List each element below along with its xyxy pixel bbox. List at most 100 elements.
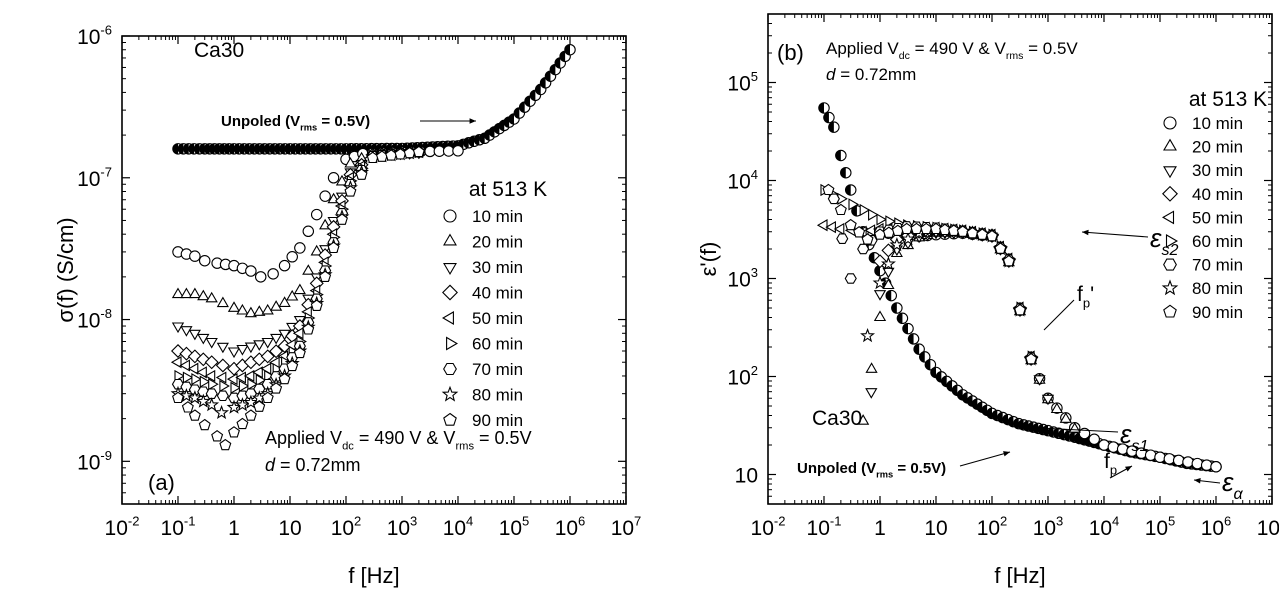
- data-point: [327, 172, 340, 184]
- data-point: [302, 323, 315, 335]
- data-point: [208, 378, 219, 391]
- arrow-head: [1082, 229, 1089, 236]
- data-point: [211, 430, 224, 442]
- y-tick-label: 10-6: [77, 23, 112, 49]
- legend-label: 80 min: [1192, 279, 1243, 298]
- data-point: [851, 205, 863, 217]
- fp-prime-label: fp': [1077, 283, 1094, 310]
- data-point: [310, 244, 323, 256]
- data-point: [889, 237, 905, 252]
- data-point: [171, 287, 185, 299]
- x-tick-label: 1: [874, 517, 886, 540]
- x-axis-label: f [Hz]: [348, 563, 399, 588]
- data-point: [286, 359, 299, 372]
- data-point: [924, 358, 937, 371]
- data-point: [1088, 433, 1100, 445]
- data-point: [319, 270, 332, 282]
- data-point: [244, 342, 257, 354]
- data-point: [335, 174, 349, 186]
- data-point: [885, 289, 897, 302]
- data-point: [872, 275, 888, 290]
- legend-marker: [443, 263, 457, 275]
- data-point: [236, 417, 249, 430]
- data-point: [171, 344, 185, 358]
- data-point: [860, 328, 876, 343]
- data-point: [243, 394, 259, 409]
- data-point: [344, 157, 357, 168]
- data-point: [885, 215, 896, 228]
- data-point: [853, 226, 866, 238]
- x-tick-label: 10: [278, 517, 301, 540]
- legend-label: 70 min: [472, 360, 523, 379]
- data-point: [228, 426, 240, 438]
- x-axis-label: f [Hz]: [994, 563, 1045, 588]
- legend-marker: [443, 412, 457, 426]
- data-point: [956, 225, 969, 237]
- applied-voltage-note: Applied Vdc = 490 V & Vrms = 0.5V: [265, 428, 532, 452]
- data-point: [564, 43, 576, 56]
- y-axis-label: ε'(f): [696, 242, 721, 277]
- data-point: [253, 305, 266, 316]
- annotations: Ca30 (a) Applied Vdc = 490 V & Vrms = 0.5V…: [148, 39, 532, 495]
- data-point: [204, 397, 220, 412]
- data-point: [976, 228, 989, 240]
- legend-label: 30 min: [472, 258, 523, 277]
- data-point: [876, 213, 888, 226]
- data-point: [844, 184, 857, 196]
- data-point: [205, 291, 218, 303]
- applied-voltage-note: Applied Vdc = 490 V & Vrms = 0.5V: [826, 39, 1078, 62]
- data-point: [171, 322, 185, 334]
- data-point: [857, 414, 870, 425]
- data-point: [243, 369, 255, 383]
- eps-s2-label: εs2: [1150, 223, 1178, 259]
- data-point: [197, 289, 210, 301]
- data-point: [181, 401, 194, 413]
- data-point: [215, 358, 230, 373]
- data-point: [882, 278, 895, 290]
- data-point: [179, 359, 190, 372]
- data-point: [187, 362, 199, 375]
- data-point: [264, 369, 275, 383]
- data-point: [253, 340, 266, 351]
- thickness-note: d = 0.72mm: [826, 65, 916, 84]
- sample-label: Ca30: [194, 39, 244, 62]
- series-70-min: [827, 193, 1038, 364]
- legend-marker: [1162, 185, 1178, 202]
- legend-title: at 513 K: [469, 178, 547, 201]
- data-point: [188, 409, 201, 421]
- series-50-min: [816, 219, 1035, 363]
- data-point: [216, 390, 229, 402]
- data-point: [214, 404, 230, 420]
- legend-marker: [1163, 166, 1177, 179]
- data-point: [292, 327, 304, 340]
- unpoled-note: Unpoled (Vrms = 0.5V): [221, 113, 370, 133]
- data-point: [822, 183, 835, 196]
- data-point: [310, 208, 323, 221]
- data-point: [261, 391, 274, 404]
- data-point: [1033, 375, 1046, 386]
- data-point: [294, 242, 306, 254]
- data-point: [1210, 460, 1222, 473]
- data-point: [188, 329, 201, 341]
- legend-label: 60 min: [472, 335, 523, 354]
- data-point: [261, 303, 274, 315]
- data-point: [1050, 402, 1064, 414]
- data-point: [825, 220, 836, 234]
- data-point: [938, 223, 951, 236]
- data-point: [1200, 459, 1213, 471]
- legend-label: 50 min: [1192, 208, 1243, 227]
- data-point: [261, 337, 274, 349]
- data-point: [828, 121, 840, 133]
- data-point: [818, 102, 830, 114]
- arrow-head: [1040, 425, 1047, 432]
- legend-marker: [442, 284, 458, 301]
- y-tick-label: 102: [727, 363, 758, 389]
- legend-marker: [442, 311, 454, 325]
- data-point: [187, 390, 203, 405]
- y-tick-label: 104: [727, 167, 758, 193]
- annotations: Ca30 (b) Applied Vdc = 490 V & Vrms = 0.5V…: [777, 39, 1243, 503]
- data-point: [216, 296, 229, 308]
- data-point: [178, 388, 194, 403]
- x-tick-label: 103: [1033, 514, 1064, 540]
- data-layer: [170, 43, 576, 451]
